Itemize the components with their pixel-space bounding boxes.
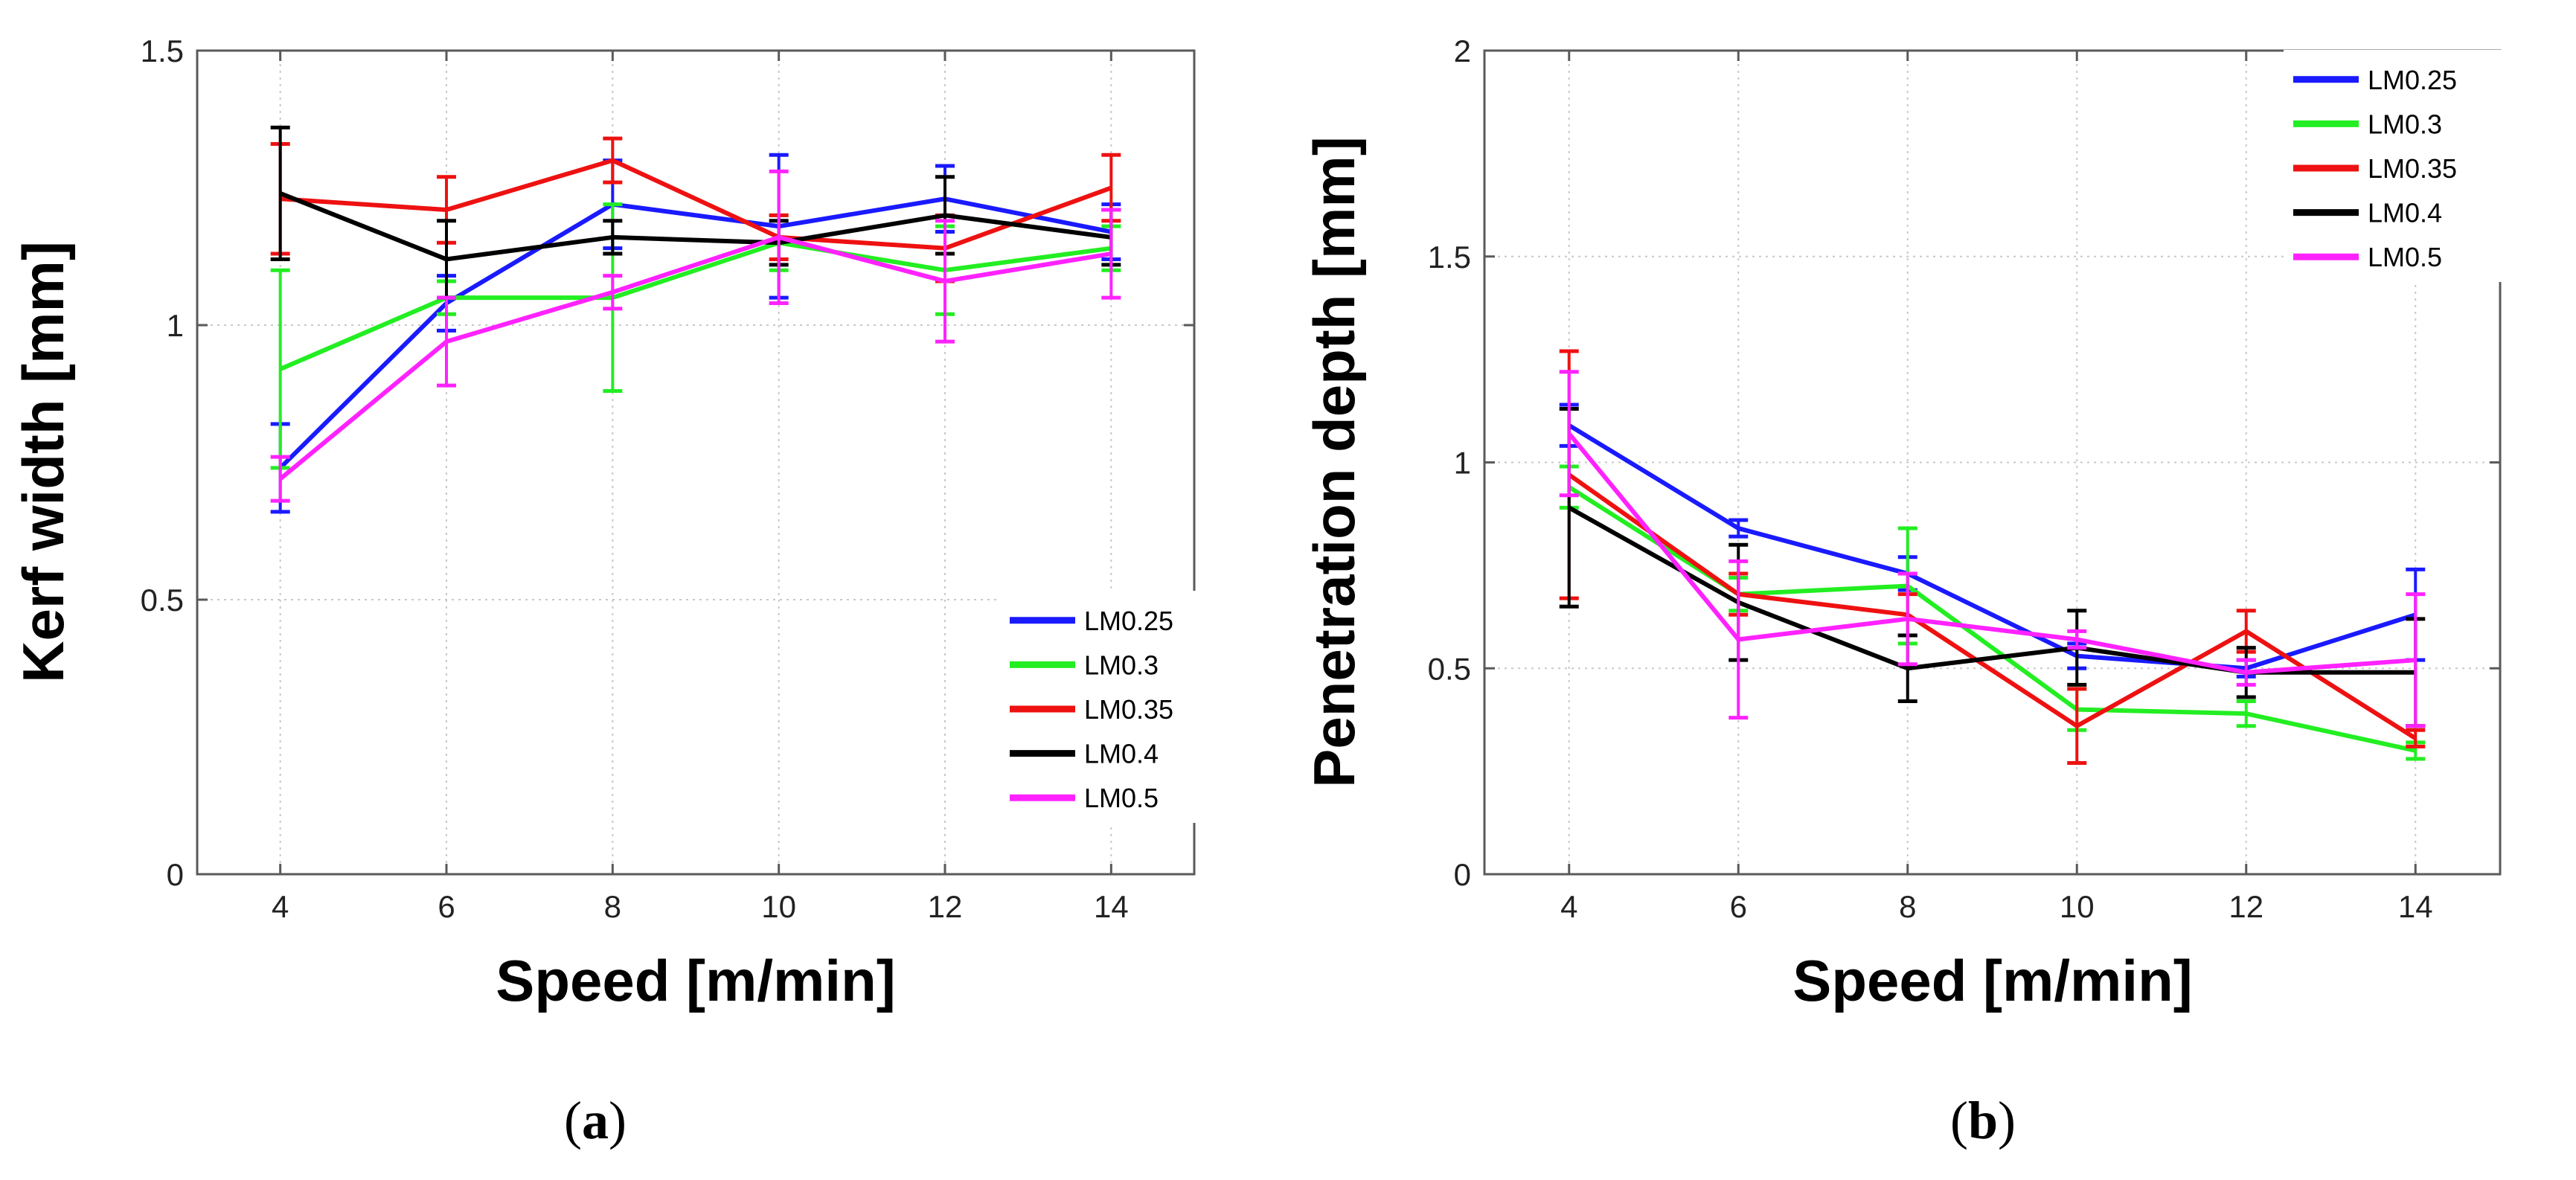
chart-a-y-axis-label: Kerf width [mm] [10, 241, 76, 683]
chart-a-line-LM0.4 [279, 191, 1112, 262]
chart-b-y-tick-label-4: 2 [1454, 33, 1471, 68]
chart-b-x-tick-label-5: 14 [2398, 889, 2433, 924]
chart-b-y-tick-label-0: 0 [1454, 857, 1471, 892]
chart-b-legend-label-LM0.3: LM0.3 [2368, 109, 2442, 139]
chart-b-x-tick-label-0: 4 [1560, 889, 1577, 924]
chart-a-y-tick-label-1: 0.5 [141, 583, 184, 618]
chart-b-x-tick-label-4: 12 [2229, 889, 2263, 924]
chart-a-x-tick-label-2: 8 [604, 889, 621, 924]
chart-b-legend: LM0.25 LM0.3 LM0.35 LM0.4 LM0.5 [2284, 50, 2505, 282]
chart-a-x-tick-label-3: 10 [761, 889, 796, 924]
chart-b-line-LM0.5 [1567, 432, 2416, 675]
chart-a-line-LM0.5 [278, 234, 1112, 481]
chart-b-x-tick-label-1: 6 [1730, 889, 1747, 924]
chart-b-line-LM0.35 [1568, 472, 2417, 740]
chart-b-legend-label-LM0.5: LM0.5 [2368, 242, 2442, 272]
chart-a-line-LM0.35 [280, 158, 1112, 251]
chart-b-legend-label-LM0.25: LM0.25 [2368, 65, 2457, 95]
chart-a-x-tick-label-4: 12 [928, 889, 963, 924]
chart-a-legend-label-LM0.35: LM0.35 [1084, 694, 1173, 725]
chart-panel-b: 4 6 8 10 12 14 0 0.5 1 1.5 2 LM0.25 LM0.3 LM0.35 LM0.4… [1301, 33, 2505, 1150]
chart-a-series-LM0.5 [270, 169, 1121, 503]
chart-b-y-tick-label-1: 0.5 [1428, 651, 1471, 686]
chart-a-line-LM0.3 [279, 240, 1112, 371]
chart-b-panel-label: (b) [1950, 1091, 2016, 1150]
chart-a-legend-label-LM0.3: LM0.3 [1084, 650, 1159, 680]
chart-b-x-tick-label-3: 10 [2060, 889, 2095, 924]
chart-b-series-LM0.5 [1559, 370, 2426, 728]
chart-b-x-axis-label: Speed [m/min] [1792, 948, 2192, 1013]
chart-a-legend: LM0.25 LM0.3 LM0.35 LM0.4 LM0.5 [1000, 591, 1221, 823]
chart-b-y-tick-label-2: 1 [1454, 446, 1471, 481]
chart-b-legend-label-LM0.4: LM0.4 [2368, 198, 2442, 228]
chart-a-legend-label-LM0.5: LM0.5 [1084, 783, 1159, 813]
chart-a-y-tick-label-0: 0 [167, 857, 184, 892]
chart-b-y-axis-label: Penetration depth [mm] [1301, 136, 1367, 787]
chart-a-panel-label: (a) [564, 1091, 627, 1150]
chart-a-line-LM0.25 [278, 196, 1112, 470]
chart-a-x-axis-label: Speed [m/min] [496, 948, 895, 1013]
chart-a-x-tick-label-0: 4 [272, 889, 289, 924]
chart-b-line-LM0.25 [1568, 423, 2417, 671]
chart-b-y-tick-label-3: 1.5 [1428, 240, 1471, 275]
chart-a-y-tick-label-3: 1.5 [141, 33, 184, 68]
chart-a-y-tick-label-2: 1 [167, 308, 184, 343]
chart-b-legend-label-LM0.35: LM0.35 [2368, 153, 2457, 184]
chart-a-x-tick-label-5: 14 [1094, 889, 1129, 924]
chart-a-axes-frame [196, 49, 1196, 876]
chart-a-legend-label-LM0.4: LM0.4 [1084, 739, 1159, 769]
chart-b-x-tick-label-2: 8 [1899, 889, 1916, 924]
chart-a-x-tick-label-1: 6 [438, 889, 455, 924]
chart-panel-a: 4 6 8 10 12 1400.511.5LM0.25LM0.3LM0.35LM0.4L… [10, 33, 1221, 1150]
chart-a-legend-label-LM0.25: LM0.25 [1084, 606, 1173, 636]
